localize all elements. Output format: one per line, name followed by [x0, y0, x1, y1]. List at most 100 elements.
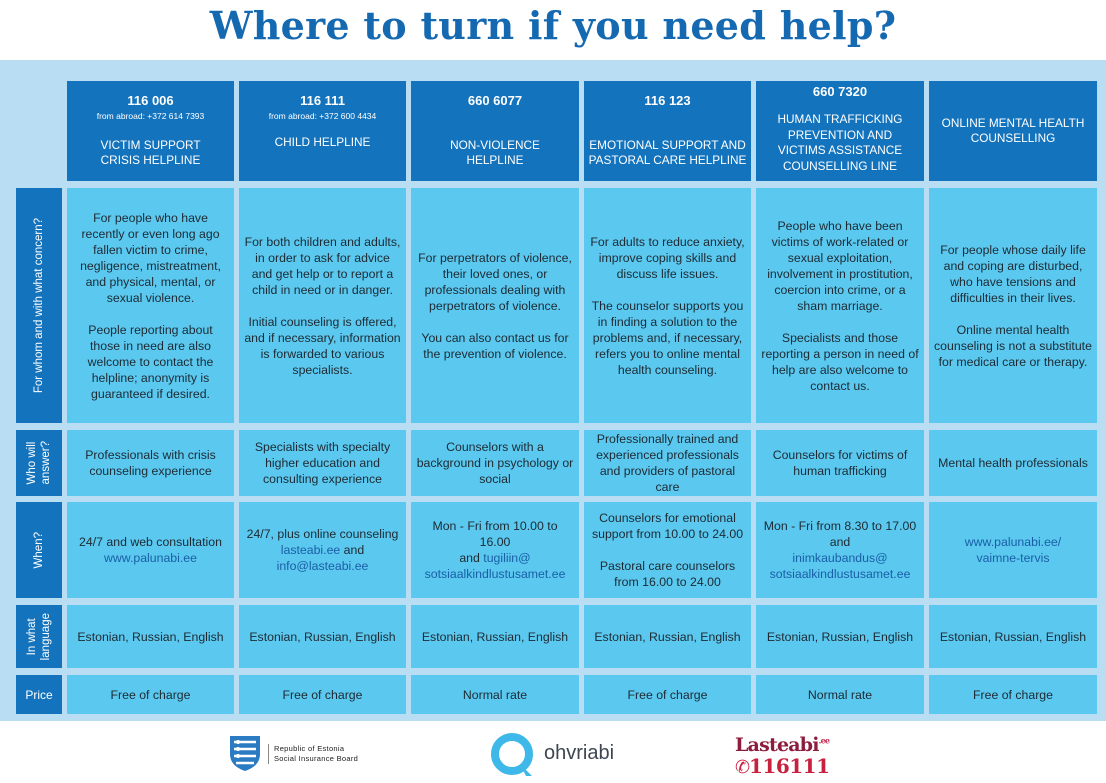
ohvriabi-logo: ohvriabi [490, 730, 630, 778]
table-cell-price: Normal rate [411, 675, 579, 714]
table-cell-whom: For adults to reduce anxiety, improve co… [584, 188, 751, 423]
phone-icon: ✆ [735, 757, 751, 777]
cell-text: and [459, 551, 484, 565]
lasteabi-link[interactable]: lasteabi.ee [280, 543, 341, 557]
cell-text: Professionals with crisis counseling exp… [85, 448, 216, 478]
cell-text: Free of charge [110, 687, 191, 702]
cell-text: and [340, 543, 365, 557]
table-cell-who: Specialists with specialty higher educat… [239, 430, 406, 496]
helpline-number: 660 7320 [812, 84, 868, 99]
cell-text: Estonian, Russian, English [421, 629, 569, 644]
helpline-name: HUMAN TRAFFICKING PREVENTION AND VICTIMS… [777, 112, 903, 173]
table-cell-price: Free of charge [239, 675, 406, 714]
cell-text: Normal rate [462, 687, 528, 702]
helpline-name: NON-VIOLENCE HELPLINE [450, 137, 540, 168]
lasteabi-number: 116111 [749, 754, 830, 778]
table-cell-when: 24/7, plus online counseling lasteabi.ee… [239, 502, 406, 598]
inimkaubandus-email-link[interactable]: inimkaubandus@ [792, 551, 888, 565]
cell-text: Estonian, Russian, English [939, 629, 1087, 644]
cell-text: Pastoral care counselors from 16.00 to 2… [599, 559, 736, 589]
table-cell-language: Estonian, Russian, English [584, 605, 751, 668]
cell-text: Free of charge [973, 687, 1053, 702]
page-title: Where to turn if you need help? [209, 3, 897, 48]
cell-text: Counselors for victims of human traffick… [772, 448, 908, 478]
cell-text: Mental health professionals [938, 456, 1088, 470]
cell-text: You can also contact us for the preventi… [421, 330, 569, 361]
row-label-text: In what language [26, 612, 52, 661]
cell-text: 24/7, plus online counseling [246, 527, 399, 541]
helpline-name: ONLINE MENTAL HEALTH COUNSELLING [941, 115, 1085, 146]
header-victim-support: 116 006 from abroad: +372 614 7393 VICTI… [67, 81, 234, 181]
footer [0, 721, 1106, 782]
cell-text: Free of charge [282, 687, 363, 702]
row-label-text: Price [25, 687, 53, 702]
estonian-coat-of-arms-icon [230, 736, 260, 771]
lasteabi-tld: .ee [818, 735, 830, 746]
table-cell-whom: For both children and adults, in order t… [239, 188, 406, 423]
table-cell-when: Mon - Fri from 8.30 to 17.00 and inimkau… [756, 502, 924, 598]
ohvriabi-ring-icon [491, 733, 533, 776]
row-label-text: Who will answer? [26, 441, 52, 485]
inimkaubandus-email-link-domain[interactable]: sotsiaalkindlustusamet.ee [769, 567, 911, 581]
table-cell-who: Mental health professionals [929, 430, 1097, 496]
palunabi-link[interactable]: www.palunabi.ee [104, 551, 197, 565]
cell-text: People reporting about those in need are… [87, 322, 214, 401]
cell-text: Mon - Fri from 10.00 to 16.00 [432, 519, 558, 549]
row-label-who-will-answer: Who will answer? [16, 430, 62, 496]
cell-text: For perpetrators of violence, their love… [418, 250, 572, 313]
cell-text: Estonian, Russian, English [249, 629, 396, 644]
header-child-helpline: 116 111 from abroad: +372 600 4434 CHILD… [239, 81, 406, 181]
header-online-mental-health: ONLINE MENTAL HEALTH COUNSELLING [929, 81, 1097, 181]
tugiliin-email-link-domain[interactable]: sotsiaalkindlustusamet.ee [424, 567, 566, 581]
lasteabi-email-link[interactable]: info@lasteabi.ee [276, 559, 369, 573]
cell-text: Specialists with specialty higher educat… [254, 440, 391, 486]
helpline-name: CHILD HELPLINE [274, 135, 371, 150]
table-cell-language: Estonian, Russian, English [929, 605, 1097, 668]
row-label-for-whom: For whom and with what concern? [16, 188, 62, 423]
cell-text: For both children and adults, in order t… [244, 234, 401, 297]
lasteabi-wordmark: Lasteabi.ee [735, 734, 830, 756]
table-cell-who: Professionally trained and experienced p… [584, 430, 751, 496]
header-non-violence: 660 6077 NON-VIOLENCE HELPLINE [411, 81, 579, 181]
cell-text: Estonian, Russian, English [594, 629, 741, 644]
cell-text: People who have been victims of work-rel… [767, 218, 913, 313]
row-label-language: In what language [16, 605, 62, 668]
row-label-price: Price [16, 675, 62, 714]
cell-text: Initial counseling is offered, and if ne… [244, 314, 401, 377]
cell-text: Free of charge [627, 687, 708, 702]
abroad-number: from abroad: +372 600 4434 [268, 111, 377, 121]
table-cell-who: Counselors with a background in psycholo… [411, 430, 579, 496]
table-cell-language: Estonian, Russian, English [756, 605, 924, 668]
ohvriabi-wordmark: ohvriabi [544, 742, 615, 764]
helpline-number: 660 6077 [467, 93, 523, 108]
table-cell-who: Counselors for victims of human traffick… [756, 430, 924, 496]
table-cell-language: Estonian, Russian, English [411, 605, 579, 668]
tugiliin-email-link[interactable]: tugiliin@ [483, 551, 531, 565]
table-cell-when: www.palunabi.ee/ vaimne-tervis [929, 502, 1097, 598]
cell-text: For people whose daily life and coping a… [940, 242, 1086, 305]
cell-text: Estonian, Russian, English [77, 629, 224, 644]
helpline-number: 116 111 [300, 93, 345, 108]
table-cell-price: Normal rate [756, 675, 924, 714]
cell-text: 24/7 and web consultation [79, 535, 222, 549]
helpline-name: VICTIM SUPPORT CRISIS HELPLINE [100, 137, 201, 168]
table-cell-price: Free of charge [584, 675, 751, 714]
vaimne-tervis-link[interactable]: www.palunabi.ee/ [964, 535, 1062, 549]
table-cell-when: 24/7 and web consultation www.palunabi.e… [67, 502, 234, 598]
lasteabi-logo: Lasteabi.ee ✆ 116111 [735, 732, 830, 780]
cell-text: For adults to reduce anxiety, improve co… [590, 234, 745, 281]
social-insurance-board-logo: Republic of Estonia Social Insurance Boa… [228, 734, 363, 774]
table-cell-whom: For perpetrators of violence, their love… [411, 188, 579, 423]
cell-text: Counselors with a background in psycholo… [416, 440, 574, 486]
vaimne-tervis-link-path[interactable]: vaimne-tervis [976, 551, 1050, 565]
cell-text: Counselors for emotional support from 10… [591, 511, 744, 541]
row-label-text: For whom and with what concern? [33, 217, 45, 394]
row-label-text: When? [33, 531, 45, 569]
sib-logo-text: Republic of Estonia Social Insurance Boa… [268, 744, 358, 764]
table-cell-who: Professionals with crisis counseling exp… [67, 430, 234, 496]
cell-text: The counselor supports you in finding a … [591, 298, 744, 377]
table-cell-when: Counselors for emotional support from 10… [584, 502, 751, 598]
cell-text: Professionally trained and experienced p… [596, 432, 739, 494]
table-cell-price: Free of charge [929, 675, 1097, 714]
table-cell-language: Estonian, Russian, English [239, 605, 406, 668]
